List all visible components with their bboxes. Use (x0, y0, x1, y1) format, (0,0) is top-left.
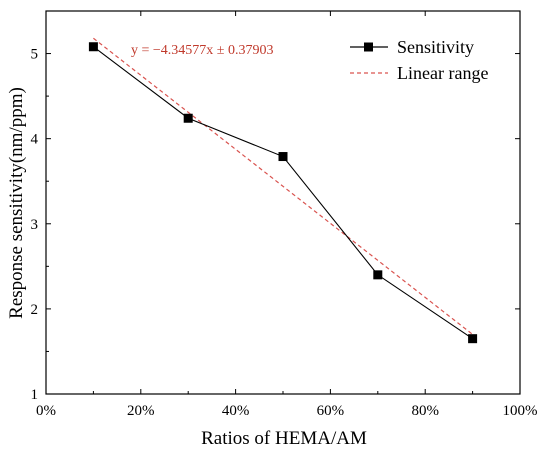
y-tick-label: 4 (31, 132, 39, 148)
legend-linear-label: Linear range (397, 63, 488, 83)
sensitivity-point (278, 152, 288, 162)
sensitivity-point (373, 270, 383, 280)
x-axis-title: Ratios of HEMA/AM (201, 428, 367, 449)
x-tick-label: 80% (411, 403, 439, 419)
series-layer (88, 37, 478, 344)
y-tick-label: 3 (31, 217, 39, 233)
x-tick-label: 20% (127, 403, 155, 419)
series-linear-range-line (93, 37, 473, 335)
x-tick-label: 0% (36, 403, 56, 419)
legend-sensitivity-label: Sensitivity (397, 37, 474, 57)
x-tick-label: 100% (503, 403, 538, 419)
y-axis-title: Response sensitivity(nm/ppm) (6, 87, 27, 319)
legend: Sensitivity Linear range (350, 37, 488, 83)
sensitivity-point (468, 334, 478, 344)
axes: 0% 20% 40% 60% 80% 100% 1 2 3 4 5 (31, 10, 538, 419)
sensitivity-point (183, 113, 193, 123)
series-sensitivity-line (93, 46, 473, 340)
legend-sensitivity-marker (364, 42, 373, 52)
fit-equation: y = −4.34577x ± 0.37903 (131, 43, 273, 58)
y-tick-label: 1 (31, 387, 39, 403)
y-tick-label: 2 (31, 302, 39, 318)
y-tick-label: 5 (31, 47, 39, 63)
x-tick-label: 40% (222, 403, 250, 419)
sensitivity-point (88, 42, 98, 52)
x-tick-label: 60% (317, 403, 345, 419)
